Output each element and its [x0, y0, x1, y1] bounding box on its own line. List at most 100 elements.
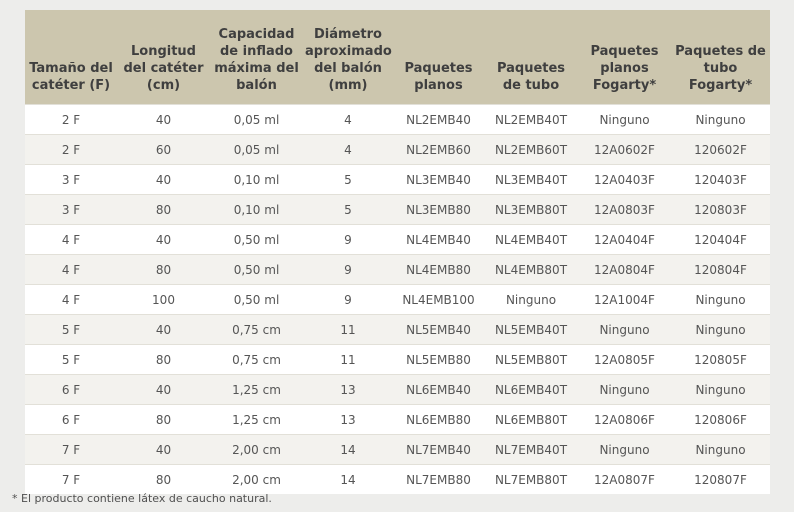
table-cell: Ninguno — [578, 374, 671, 405]
catheter-table-container: Tamaño del catéter (F) Longitud del caté… — [25, 10, 770, 494]
table-cell: 3 F — [25, 164, 117, 195]
table-cell: 120602F — [671, 134, 770, 165]
table-cell: Ninguno — [671, 314, 770, 345]
catheter-specs-table: Tamaño del catéter (F) Longitud del caté… — [25, 10, 770, 494]
table-row: 7 F 40 2,00 cm 14 NL7EMB40 NL7EMB40T Ninguno Ni… — [25, 434, 770, 465]
table-cell: Ninguno — [578, 434, 671, 465]
table-cell: 0,50 ml — [210, 254, 303, 285]
table-cell: 14 — [303, 434, 393, 465]
table-cell: 120404F — [671, 224, 770, 255]
table-cell: 12A0805F — [578, 344, 671, 375]
table-cell: 4 — [303, 104, 393, 135]
table-cell: NL6EMB40 — [393, 374, 484, 405]
header-max-inflation-capacity: Capacidad de inflado máxima del balón — [210, 10, 303, 105]
table-row: 2 F 60 0,05 ml 4 NL2EMB60 NL2EMB60T 12A0602F 12… — [25, 134, 770, 165]
table-cell: 12A0803F — [578, 194, 671, 225]
table-cell: 100 — [117, 284, 210, 315]
table-cell: 6 F — [25, 374, 117, 405]
header-fogarty-tube-packs: Paquetes de tubo Fogarty* — [671, 10, 770, 105]
table-cell: 80 — [117, 464, 210, 494]
table-cell: 80 — [117, 254, 210, 285]
table-row: 5 F 40 0,75 cm 11 NL5EMB40 NL5EMB40T Ninguno Ni… — [25, 314, 770, 345]
table-cell: 120805F — [671, 344, 770, 375]
table-row: 6 F 40 1,25 cm 13 NL6EMB40 NL6EMB40T Ninguno Ni… — [25, 374, 770, 405]
table-cell: 4 F — [25, 224, 117, 255]
table-cell: 4 F — [25, 284, 117, 315]
table-cell: Ninguno — [671, 104, 770, 135]
table-cell: NL4EMB80 — [393, 254, 484, 285]
table-cell: 12A0403F — [578, 164, 671, 195]
table-cell: 5 — [303, 164, 393, 195]
table-cell: 2,00 cm — [210, 434, 303, 465]
table-cell: 40 — [117, 434, 210, 465]
table-cell: NL4EMB80T — [484, 254, 578, 285]
table-row: 4 F 40 0,50 ml 9 NL4EMB40 NL4EMB40T 12A0404F 12… — [25, 224, 770, 255]
table-cell: 2 F — [25, 134, 117, 165]
table-row: 2 F 40 0,05 ml 4 NL2EMB40 NL2EMB40T Ninguno Nin… — [25, 104, 770, 135]
table-cell: 6 F — [25, 404, 117, 435]
table-cell: 0,05 ml — [210, 104, 303, 135]
table-row: 4 F 80 0,50 ml 9 NL4EMB80 NL4EMB80T 12A0804F 12… — [25, 254, 770, 285]
table-cell: 2 F — [25, 104, 117, 135]
table-cell: Ninguno — [484, 284, 578, 315]
table-cell: Ninguno — [578, 314, 671, 345]
table-cell: 9 — [303, 284, 393, 315]
table-cell: 12A0806F — [578, 404, 671, 435]
table-cell: 80 — [117, 404, 210, 435]
table-cell: NL3EMB80T — [484, 194, 578, 225]
table-cell: 9 — [303, 254, 393, 285]
table-cell: NL4EMB40T — [484, 224, 578, 255]
table-cell: 120403F — [671, 164, 770, 195]
table-cell: NL6EMB40T — [484, 374, 578, 405]
table-cell: 5 F — [25, 344, 117, 375]
table-row: 4 F 100 0,50 ml 9 NL4EMB100 Ninguno 12A1004F Ni… — [25, 284, 770, 315]
table-cell: 60 — [117, 134, 210, 165]
header-catheter-size: Tamaño del catéter (F) — [25, 10, 117, 105]
table-header-row: Tamaño del catéter (F) Longitud del caté… — [25, 10, 770, 105]
header-balloon-diameter: Diámetro aproximado del balón (mm) — [303, 10, 393, 105]
table-cell: NL2EMB60T — [484, 134, 578, 165]
table-cell: 12A0807F — [578, 464, 671, 494]
table-cell: 2,00 cm — [210, 464, 303, 494]
table-row: 5 F 80 0,75 cm 11 NL5EMB80 NL5EMB80T 12A0805F 1… — [25, 344, 770, 375]
table-cell: 3 F — [25, 194, 117, 225]
table-cell: NL2EMB60 — [393, 134, 484, 165]
header-catheter-length: Longitud del catéter (cm) — [117, 10, 210, 105]
table-cell: 13 — [303, 374, 393, 405]
table-row: 7 F 80 2,00 cm 14 NL7EMB80 NL7EMB80T 12A0807F 1… — [25, 464, 770, 494]
table-cell: 11 — [303, 344, 393, 375]
header-tube-packs: Paquetes de tubo — [484, 10, 578, 105]
table-cell: NL5EMB40T — [484, 314, 578, 345]
table-cell: NL5EMB80 — [393, 344, 484, 375]
table-body: 2 F 40 0,05 ml 4 NL2EMB40 NL2EMB40T Ninguno Nin… — [25, 104, 770, 494]
table-cell: Ninguno — [671, 374, 770, 405]
table-cell: 120804F — [671, 254, 770, 285]
table-cell: NL2EMB40 — [393, 104, 484, 135]
table-row: 3 F 40 0,10 ml 5 NL3EMB40 NL3EMB40T 12A0403F 12… — [25, 164, 770, 195]
header-flat-packs: Paquetes planos — [393, 10, 484, 105]
table-cell: 5 — [303, 194, 393, 225]
header-fogarty-flat-packs: Paquetes planos Fogarty* — [578, 10, 671, 105]
table-cell: 12A0404F — [578, 224, 671, 255]
table-cell: 40 — [117, 314, 210, 345]
table-cell: 7 F — [25, 464, 117, 494]
table-cell: 11 — [303, 314, 393, 345]
table-cell: NL6EMB80 — [393, 404, 484, 435]
table-cell: 13 — [303, 404, 393, 435]
table-cell: 4 — [303, 134, 393, 165]
table-row: 3 F 80 0,10 ml 5 NL3EMB80 NL3EMB80T 12A0803F 12… — [25, 194, 770, 225]
table-cell: NL5EMB40 — [393, 314, 484, 345]
table-cell: NL6EMB80T — [484, 404, 578, 435]
table-cell: 0,10 ml — [210, 164, 303, 195]
table-cell: 14 — [303, 464, 393, 494]
table-cell: 1,25 cm — [210, 404, 303, 435]
table-cell: 120803F — [671, 194, 770, 225]
table-cell: 0,75 cm — [210, 314, 303, 345]
table-cell: 4 F — [25, 254, 117, 285]
table-cell: NL3EMB40 — [393, 164, 484, 195]
table-cell: 40 — [117, 104, 210, 135]
table-cell: NL4EMB100 — [393, 284, 484, 315]
table-cell: 9 — [303, 224, 393, 255]
table-cell: 0,05 ml — [210, 134, 303, 165]
table-cell: 40 — [117, 164, 210, 195]
